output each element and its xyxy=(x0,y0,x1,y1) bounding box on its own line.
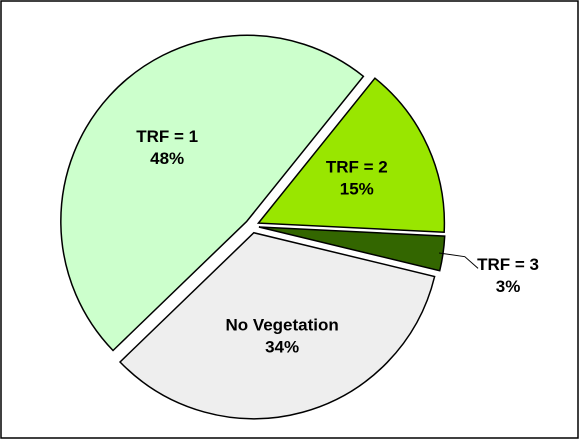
slice-category-label: No Vegetation xyxy=(225,315,338,334)
slice-value-label: 3% xyxy=(496,277,521,296)
slice-value-label: 15% xyxy=(340,179,374,198)
leader-line xyxy=(438,252,479,269)
pie-slice xyxy=(60,34,365,352)
pie-slice xyxy=(118,231,436,420)
slice-value-label: 34% xyxy=(265,337,299,356)
slice-category-label: TRF = 1 xyxy=(136,127,198,146)
slice-category-label: TRF = 2 xyxy=(326,157,388,176)
pie-slice xyxy=(256,77,446,234)
slice-category-label: TRF = 3 xyxy=(477,255,539,274)
slice-value-label: 48% xyxy=(150,149,184,168)
